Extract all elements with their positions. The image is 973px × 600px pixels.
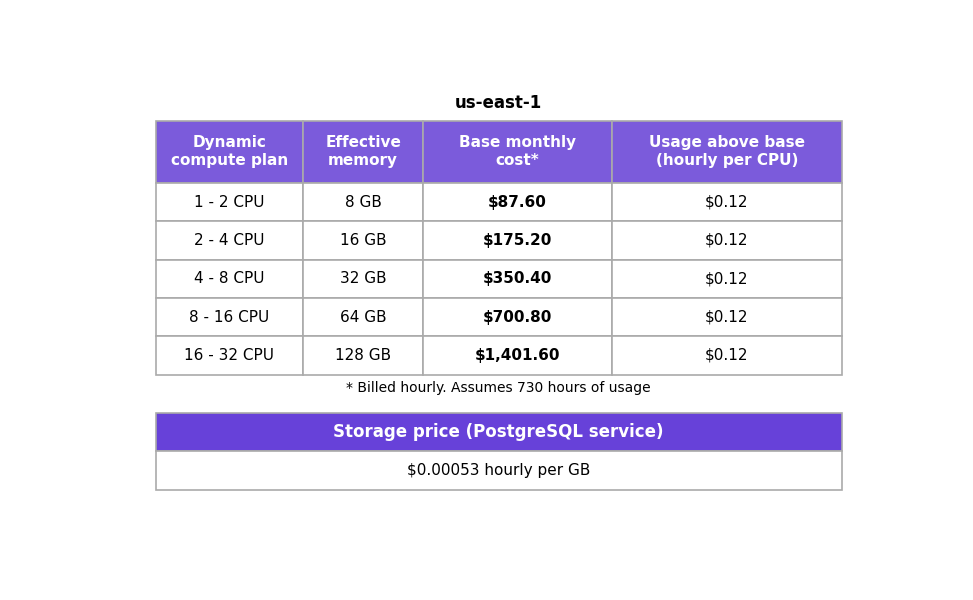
Bar	[612, 183, 842, 221]
Bar	[423, 260, 612, 298]
Text: $87.60: $87.60	[488, 194, 547, 209]
Text: 8 - 16 CPU: 8 - 16 CPU	[189, 310, 270, 325]
Bar	[156, 336, 304, 374]
Text: Dynamic
compute plan: Dynamic compute plan	[170, 136, 288, 168]
Text: $0.12: $0.12	[705, 233, 748, 248]
Text: 1 - 2 CPU: 1 - 2 CPU	[194, 194, 265, 209]
Text: $1,401.60: $1,401.60	[475, 348, 560, 363]
Text: $175.20: $175.20	[483, 233, 553, 248]
Text: 64 GB: 64 GB	[340, 310, 386, 325]
Text: $700.80: $700.80	[483, 310, 553, 325]
Bar	[423, 298, 612, 336]
Bar	[612, 298, 842, 336]
Text: * Billed hourly. Assumes 730 hours of usage: * Billed hourly. Assumes 730 hours of us…	[346, 380, 651, 395]
Bar	[423, 221, 612, 260]
Text: Usage above base
(hourly per CPU): Usage above base (hourly per CPU)	[649, 136, 805, 168]
Bar	[156, 221, 304, 260]
Bar	[304, 260, 423, 298]
Bar	[304, 336, 423, 374]
Bar	[612, 121, 842, 183]
Bar	[304, 221, 423, 260]
Text: 2 - 4 CPU: 2 - 4 CPU	[194, 233, 265, 248]
Text: $0.12: $0.12	[705, 194, 748, 209]
Bar	[156, 260, 304, 298]
Bar	[304, 298, 423, 336]
Bar	[156, 183, 304, 221]
Text: $0.00053 hourly per GB: $0.00053 hourly per GB	[407, 463, 591, 478]
Text: $0.12: $0.12	[705, 271, 748, 286]
Bar	[156, 413, 842, 451]
Bar	[612, 260, 842, 298]
Text: 16 GB: 16 GB	[340, 233, 386, 248]
Bar	[612, 336, 842, 374]
Bar	[423, 121, 612, 183]
Text: $0.12: $0.12	[705, 310, 748, 325]
Bar	[156, 451, 842, 490]
Text: 32 GB: 32 GB	[340, 271, 386, 286]
Bar	[304, 183, 423, 221]
Bar	[423, 336, 612, 374]
Text: Storage price (PostgreSQL service): Storage price (PostgreSQL service)	[334, 423, 664, 441]
Text: $0.12: $0.12	[705, 348, 748, 363]
Text: Base monthly
cost*: Base monthly cost*	[459, 136, 576, 168]
Text: 128 GB: 128 GB	[335, 348, 391, 363]
Bar	[612, 221, 842, 260]
Bar	[423, 183, 612, 221]
Text: 4 - 8 CPU: 4 - 8 CPU	[194, 271, 265, 286]
Bar	[156, 121, 304, 183]
Bar	[156, 298, 304, 336]
Text: Effective
memory: Effective memory	[325, 136, 401, 168]
Bar	[304, 121, 423, 183]
Text: $350.40: $350.40	[483, 271, 553, 286]
Text: 16 - 32 CPU: 16 - 32 CPU	[184, 348, 274, 363]
Text: 8 GB: 8 GB	[344, 194, 381, 209]
Text: us-east-1: us-east-1	[455, 94, 542, 112]
